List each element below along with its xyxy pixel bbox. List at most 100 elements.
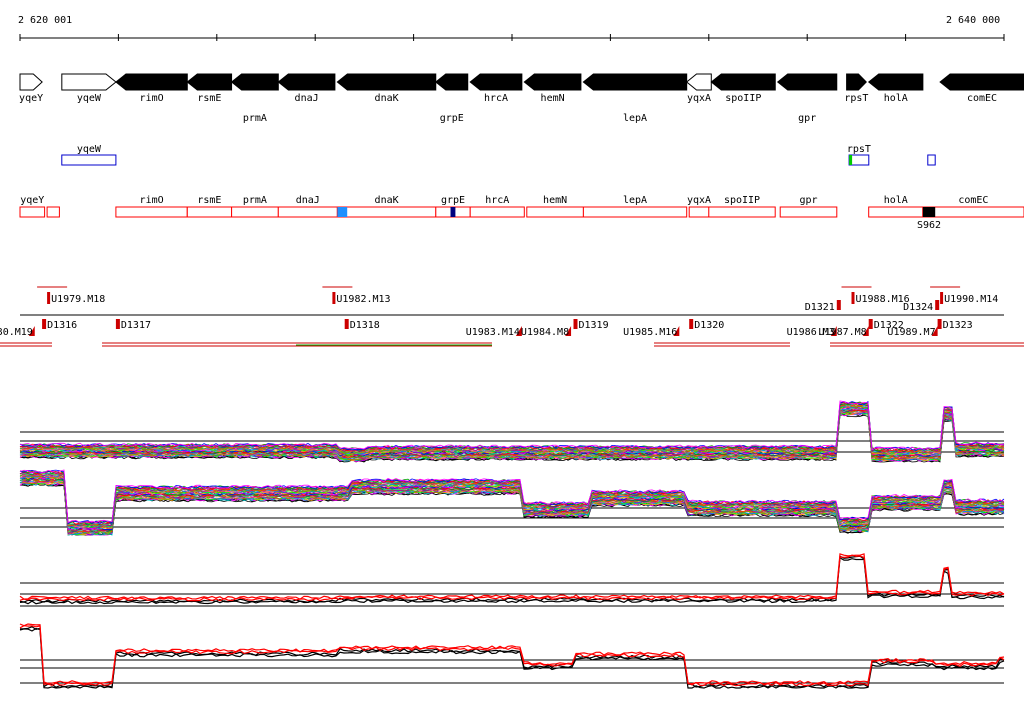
gene-arrow-comEC bbox=[939, 73, 1024, 91]
operon-segment-2 bbox=[115, 206, 188, 218]
tss-track: yqeW rpsT bbox=[61, 144, 936, 166]
upstream-mark bbox=[47, 292, 51, 304]
terminator-mark bbox=[862, 326, 869, 336]
expression-trace bbox=[19, 400, 1005, 451]
lower-label-2: D1317 bbox=[121, 320, 151, 331]
lower-mark bbox=[115, 319, 120, 329]
promoter-track: U1979.M18 U1982.M13 U1988.M16 U1990.M14 D132… bbox=[0, 286, 1024, 347]
operon-segment-5 bbox=[277, 206, 338, 218]
tss-start-mark bbox=[849, 155, 853, 165]
gene-arrow-dnaK bbox=[336, 73, 437, 91]
gene-arrow-hrcA bbox=[469, 73, 523, 91]
gene-label-rsmE: rsmE bbox=[197, 93, 221, 104]
tss-label-rpsT: rpsT bbox=[847, 144, 871, 155]
operon-segment-13 bbox=[779, 206, 838, 218]
gene-arrow-yqeY bbox=[19, 73, 43, 91]
upstream-label-2: U1988.M16 bbox=[856, 294, 910, 305]
gene-label-hrcA: hrcA bbox=[484, 93, 508, 104]
gene-label-rpsT: rpsT bbox=[844, 93, 868, 104]
lower-label-7: U1985.M16 bbox=[623, 327, 677, 338]
lower-mark bbox=[868, 319, 873, 329]
gene-label-lepA: lepA bbox=[623, 113, 647, 124]
gene-arrow-yqeW bbox=[61, 73, 117, 91]
expression-trace bbox=[19, 555, 1005, 603]
operon-label-grpE: grpE bbox=[441, 195, 465, 206]
gene-arrow-hemN bbox=[523, 73, 582, 91]
terminator-mark bbox=[931, 326, 938, 336]
gene-label-holA: holA bbox=[884, 93, 908, 104]
lower-label-5: U1984.M8 bbox=[521, 327, 569, 338]
expression-trace bbox=[19, 623, 1005, 685]
gene-arrow-rsmE bbox=[186, 73, 233, 91]
operon-label-comEC: comEC bbox=[958, 195, 988, 206]
gene-label-prmA: prmA bbox=[243, 113, 267, 124]
operon-segment-9 bbox=[526, 206, 584, 218]
ruler-start-label: 2 620 001 bbox=[18, 15, 72, 26]
downstream-label-1: D1324 bbox=[903, 302, 933, 313]
tss-label-yqeW: yqeW bbox=[77, 144, 102, 155]
operon-segment-0 bbox=[19, 206, 46, 218]
lower-mark bbox=[573, 319, 578, 329]
gene-arrow-gpr bbox=[776, 73, 838, 91]
expression-panel-reverse-selected bbox=[19, 623, 1005, 689]
lower-label-0: U1980.M19 bbox=[0, 327, 33, 338]
terminator-mark bbox=[830, 326, 837, 336]
lower-label-6: D1319 bbox=[579, 320, 609, 331]
gene-arrow-holA bbox=[867, 73, 924, 91]
gene-arrow-rimO bbox=[115, 73, 188, 91]
operon-segment-4 bbox=[231, 206, 279, 218]
upstream-mark bbox=[940, 292, 944, 304]
upstream-label-3: U1990.M14 bbox=[944, 294, 998, 305]
operon-label-holA: holA bbox=[884, 195, 908, 206]
operon-segment-1 bbox=[46, 206, 60, 218]
expression-trace bbox=[20, 626, 1005, 688]
operon-segment-11 bbox=[688, 206, 710, 218]
upstream-label-0: U1979.M18 bbox=[51, 294, 105, 305]
gene-label-grpE: grpE bbox=[440, 113, 464, 124]
lower-label-13: D1323 bbox=[943, 320, 973, 331]
gene-arrow-prmA bbox=[230, 73, 279, 91]
lower-label-3: D1318 bbox=[350, 320, 380, 331]
upstream-mark bbox=[332, 292, 336, 304]
gene-label-dnaJ: dnaJ bbox=[295, 93, 319, 104]
gene-label-yqeW: yqeW bbox=[77, 93, 102, 104]
coordinate-ruler: 2 620 001 2 640 000 bbox=[18, 15, 1005, 41]
expression-trace bbox=[19, 553, 1005, 600]
terminator-mark bbox=[28, 326, 35, 336]
ruler-ticks bbox=[19, 34, 1005, 41]
s-segment-label: S962 bbox=[917, 220, 941, 231]
gene-arrow-spoIIP bbox=[710, 73, 776, 91]
expression-trace bbox=[19, 469, 1005, 525]
expression-panel-forward-selected bbox=[19, 553, 1005, 607]
gene-label-comEC: comEC bbox=[967, 93, 997, 104]
operon-segment-3 bbox=[186, 206, 233, 218]
operon-label-spoIIP: spoIIP bbox=[724, 195, 760, 206]
operon-mark-1 bbox=[450, 207, 456, 217]
lower-label-12: U1989.M7 bbox=[887, 327, 935, 338]
tss-box-2 bbox=[927, 154, 936, 166]
gene-track: yqeY yqeW rimO rsmE prmA dnaJ dnaK grpE hrcA hemN… bbox=[19, 73, 1024, 124]
gene-arrow-yqxA bbox=[685, 73, 712, 91]
operon-segment-10 bbox=[582, 206, 688, 218]
operon-label-dnaJ: dnaJ bbox=[296, 195, 320, 206]
gene-arrow-lepA bbox=[582, 73, 688, 91]
operon-label-yqxA: yqxA bbox=[687, 195, 711, 206]
operon-segment-6 bbox=[336, 206, 437, 218]
gene-label-spoIIP: spoIIP bbox=[725, 93, 761, 104]
expression-panel-reverse-all-conditions bbox=[19, 469, 1005, 536]
gene-arrow-grpE bbox=[434, 73, 469, 91]
operon-label-lepA: lepA bbox=[623, 195, 647, 206]
gene-label-gpr: gpr bbox=[798, 113, 816, 124]
gene-label-dnaK: dnaK bbox=[375, 93, 399, 104]
operon-mark-0 bbox=[337, 207, 348, 217]
upstream-label-1: U1982.M13 bbox=[336, 294, 390, 305]
operon-label-rimO: rimO bbox=[140, 195, 164, 206]
operon-segment-8 bbox=[469, 206, 525, 218]
operon-label-rsmE: rsmE bbox=[197, 195, 221, 206]
operon-label-prmA: prmA bbox=[243, 195, 267, 206]
operon-label-hemN: hemN bbox=[543, 195, 567, 206]
gene-arrow-rpsT bbox=[846, 73, 867, 91]
lower-label-11: D1322 bbox=[874, 320, 904, 331]
operon-label-hrcA: hrcA bbox=[485, 195, 509, 206]
operon-track: yqeY rimO rsmE prmA dnaJ dnaK grpE hrcA hemN lepA… bbox=[19, 195, 1024, 231]
